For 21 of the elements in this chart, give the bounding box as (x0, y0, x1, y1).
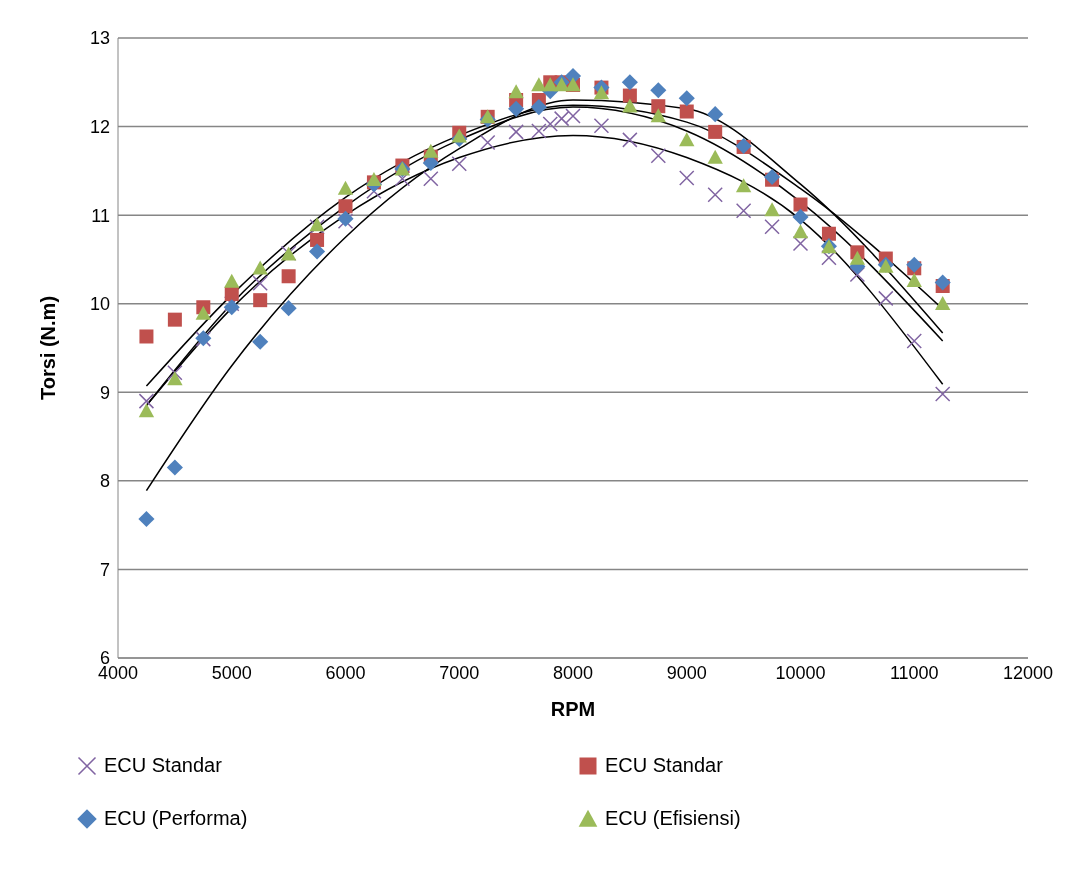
x-tick-label: 12000 (1002, 662, 1054, 683)
legend-label: ECU (Efisiensi) (605, 807, 741, 830)
y-tick-label: 7 (99, 559, 110, 580)
legend-label: ECU Standar (605, 754, 723, 777)
legend-label: ECU (Performa) (104, 807, 248, 830)
y-tick-label: 11 (91, 205, 110, 226)
x-tick-label: 5000 (211, 662, 252, 683)
y-axis-title: Torsi (N.m) (37, 295, 60, 401)
legend-label: ECU Standar (104, 754, 222, 777)
x-tick-label: 6000 (325, 662, 366, 683)
x-tick-label: 10000 (775, 662, 826, 683)
x-tick-label: 11000 (889, 662, 939, 683)
x-tick-label: 8000 (552, 662, 594, 683)
y-tick-label: 9 (99, 382, 110, 403)
y-tick-label: 13 (89, 28, 110, 49)
x-axis-title: RPM (550, 698, 596, 720)
y-tick-label: 12 (89, 116, 110, 137)
y-tick-label: 10 (89, 294, 110, 315)
x-tick-label: 7000 (439, 662, 480, 683)
y-tick-label: 8 (99, 471, 110, 492)
x-tick-label: 9000 (666, 662, 707, 683)
